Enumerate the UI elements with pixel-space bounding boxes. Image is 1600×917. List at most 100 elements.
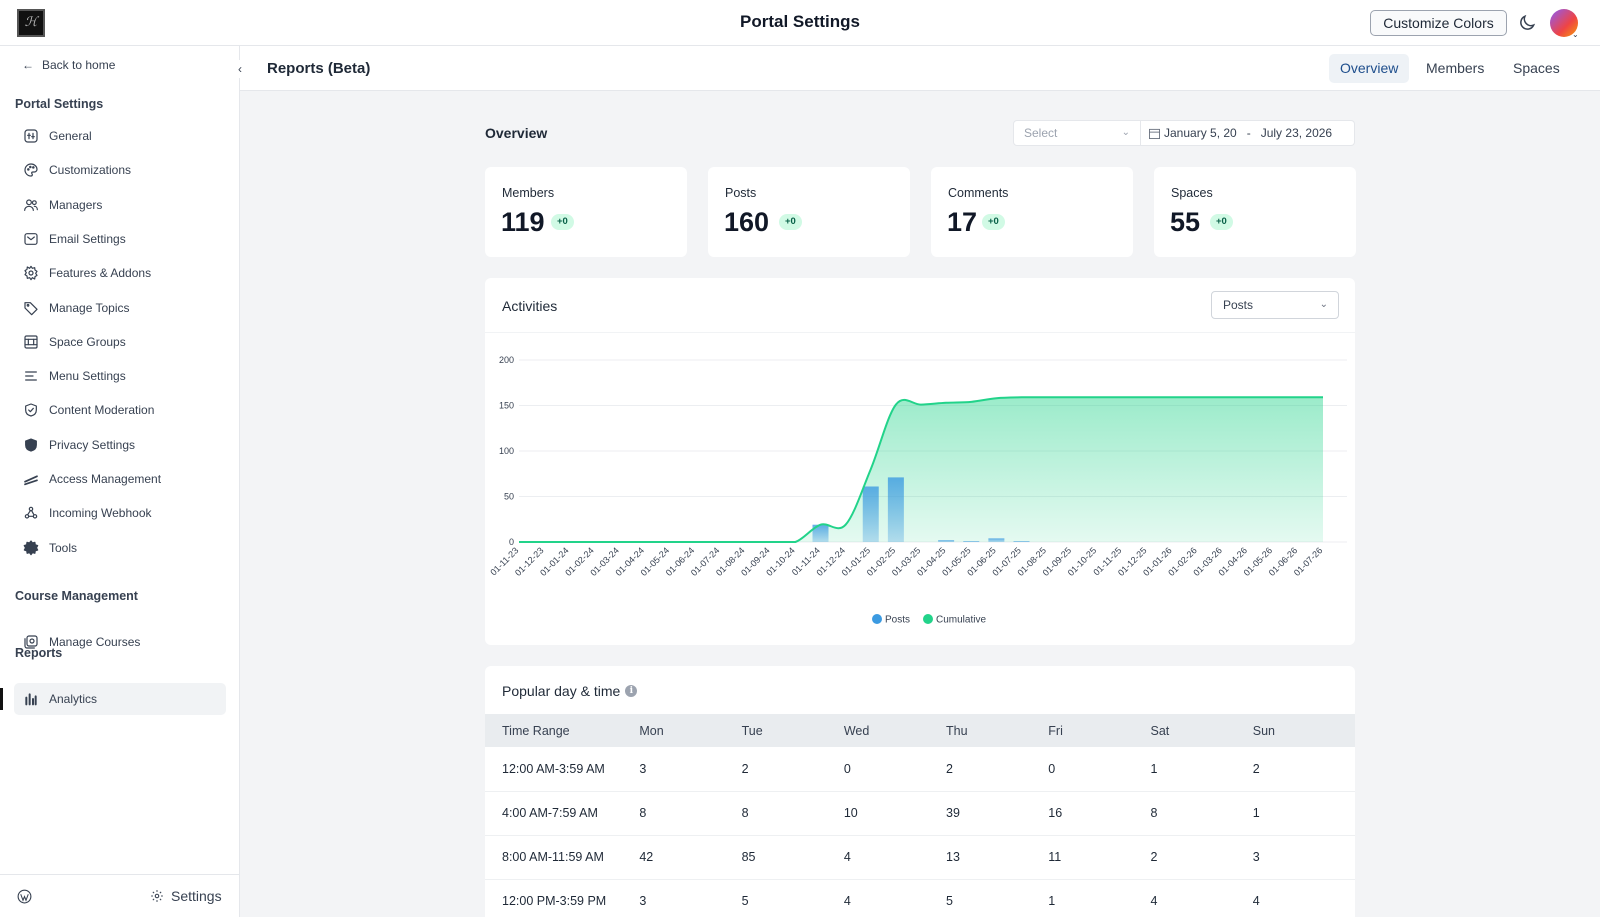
filter-select-placeholder: Select — [1024, 126, 1058, 140]
stat-change-badge: +0 — [779, 214, 802, 230]
cumulative-line — [519, 396, 1323, 543]
count-cell: 2 — [1150, 835, 1253, 880]
count-cell: 5 — [946, 879, 1049, 917]
courses-icon — [24, 635, 38, 649]
sidebar-item-label: Menu Settings — [49, 369, 126, 384]
sidebar-item-label: Manage Courses — [49, 635, 141, 649]
gear-icon — [151, 890, 163, 902]
cog-icon — [24, 265, 38, 281]
sidebar-item-manage-courses[interactable]: Manage Courses — [14, 626, 226, 658]
tab-overview[interactable]: Overview — [1329, 54, 1410, 83]
top-bar: ℋ Portal Settings Customize Colors ⌄ — [0, 0, 1600, 46]
stat-label: Comments — [948, 186, 1009, 200]
mail-icon — [24, 232, 38, 245]
users-icon — [24, 198, 38, 211]
posts-bar — [963, 541, 980, 542]
table-row: 8:00 AM-11:59 AM 42 85 4 13 11 2 3 — [485, 835, 1355, 880]
customize-colors-button[interactable]: Customize Colors — [1370, 10, 1507, 36]
y-tick-label: 150 — [499, 401, 514, 411]
sidebar-item-label: Managers — [49, 197, 103, 212]
tab-spaces[interactable]: Spaces — [1513, 60, 1560, 76]
sidebar-item-label: Features & Addons — [49, 266, 152, 281]
webhook-icon — [24, 507, 38, 519]
time-range-cell: 4:00 AM-7:59 AM — [485, 791, 640, 836]
y-tick-label: 200 — [499, 355, 514, 365]
sidebar-item-managers[interactable]: Managers — [14, 189, 226, 221]
y-tick-label: 50 — [504, 492, 514, 502]
wordpress-icon[interactable] — [17, 889, 32, 904]
sidebar-item-customizations[interactable]: Customizations — [14, 154, 226, 186]
menu-icon — [25, 371, 37, 381]
popular-table: Time Range Mon Tue Wed Thu Fri Sat Sun 12:00 AM… — [485, 714, 1355, 917]
gear-icon — [23, 539, 39, 555]
tab-members[interactable]: Members — [1426, 60, 1485, 76]
reports-header: Reports (Beta) Overview Members Spaces — [240, 46, 1600, 91]
column-header: Time Range — [502, 723, 570, 738]
column-header: Fri — [1048, 723, 1063, 738]
back-to-home-link[interactable]: ← Back to home — [22, 58, 115, 72]
bar-chart-icon — [25, 693, 37, 706]
settings-label: Settings — [171, 888, 222, 904]
stat-card-members: Members 119 +0 — [485, 167, 687, 257]
general-icon — [24, 129, 38, 143]
legend-posts-swatch — [872, 614, 882, 624]
stat-change-badge: +0 — [982, 214, 1005, 230]
shield-icon — [25, 438, 37, 452]
moon-icon[interactable] — [1517, 13, 1537, 33]
app-title: Portal Settings — [740, 12, 860, 31]
stat-label: Members — [502, 186, 555, 200]
sidebar-item-tools[interactable]: Tools — [14, 532, 226, 564]
stat-value: 160 — [724, 207, 770, 237]
time-range-cell: 12:00 AM-3:59 AM — [485, 747, 640, 792]
posts-bar — [1013, 541, 1030, 542]
settings-link[interactable]: Settings — [150, 888, 222, 904]
calendar-icon — [1149, 128, 1160, 139]
sidebar-item-space-groups[interactable]: Space Groups — [14, 326, 226, 358]
sidebar-item-menu-settings[interactable]: Menu Settings — [14, 360, 226, 392]
sidebar-item-label: Incoming Webhook — [49, 506, 152, 521]
stat-card-posts: Posts 160 +0 — [708, 167, 910, 257]
popular-day-time-card: Popular day & time i Time Range Mon Tue Wed… — [485, 666, 1355, 917]
sidebar-item-analytics[interactable]: Analytics — [0, 683, 226, 715]
date-end[interactable]: July 23, 2026 — [1260, 126, 1333, 140]
popular-title-text: Popular day & time — [502, 683, 621, 699]
count-cell: 10 — [843, 791, 947, 836]
y-tick-label: 100 — [499, 446, 514, 456]
count-cell: 4 — [843, 879, 947, 917]
count-cell: 4 — [1252, 879, 1355, 917]
sidebar-item-label: Access Management — [49, 472, 162, 486]
legend-cumulative-swatch — [923, 614, 933, 624]
sidebar-item-label: Content Moderation — [49, 403, 155, 418]
sidebar-item-content-moderation[interactable]: Content Moderation — [14, 394, 226, 426]
info-icon[interactable]: i — [625, 685, 638, 697]
count-cell: 1 — [1150, 747, 1253, 792]
legend-cumulative-label: Cumulative — [936, 615, 986, 626]
sidebar-item-email-settings[interactable]: Email Settings — [14, 223, 226, 255]
sidebar-item-features-addons[interactable]: Features & Addons — [14, 257, 226, 289]
page-title: Reports (Beta) — [267, 60, 371, 77]
activities-card: Activities Posts ⌄ 0 50 100 150 200 01-11-23 0… — [485, 278, 1355, 645]
sidebar-item-label: Space Groups — [49, 334, 126, 349]
activities-metric-select[interactable]: Posts ⌄ — [1211, 291, 1339, 319]
date-range-picker[interactable]: January 5, 20 - July 23, 2026 — [1141, 120, 1355, 146]
count-cell: 3 — [1252, 835, 1355, 880]
stat-change-badge: +0 — [551, 214, 574, 230]
date-start[interactable]: January 5, 20 — [1164, 126, 1237, 140]
sidebar-item-incoming-webhook[interactable]: Incoming Webhook — [14, 497, 226, 529]
chevron-down-icon: ⌄ — [1319, 299, 1328, 310]
collapse-sidebar-button[interactable]: ‹ — [232, 60, 248, 78]
column-header: Thu — [946, 723, 968, 738]
legend-posts-label: Posts — [885, 615, 910, 626]
palette-icon — [24, 163, 38, 177]
filter-select[interactable]: Select ⌄ — [1013, 120, 1141, 146]
user-avatar[interactable] — [1550, 9, 1578, 37]
sidebar-item-manage-topics[interactable]: Manage Topics — [14, 292, 226, 324]
brand-logo[interactable]: ℋ — [17, 9, 45, 37]
sidebar-item-access-management[interactable]: Access Management — [14, 463, 226, 495]
activities-chart: 05010015020001-11-2301-12-2301-01-2401-0… — [488, 355, 1347, 626]
sidebar-item-general[interactable]: General — [14, 120, 226, 152]
chevron-down-icon[interactable]: ⌄ — [1572, 30, 1579, 39]
sidebar-item-privacy-settings[interactable]: Privacy Settings — [14, 429, 226, 461]
shield-check-icon — [25, 403, 37, 417]
count-cell: 2 — [741, 747, 844, 792]
